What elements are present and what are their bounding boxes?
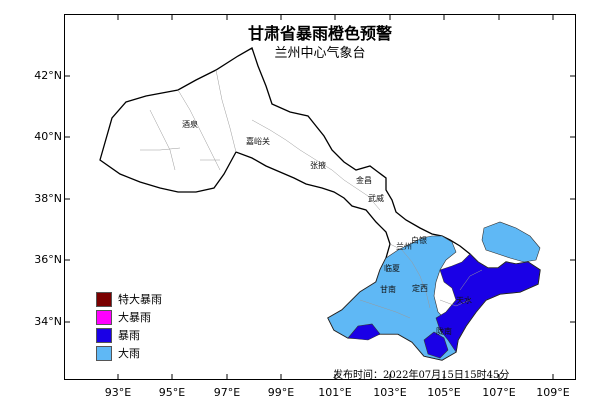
lon-label-99: 99°E xyxy=(267,386,295,399)
lat-label-36: 36°N xyxy=(34,253,62,266)
city-label-wuwei: 武威 xyxy=(368,194,384,203)
map-frame xyxy=(64,14,576,380)
heavy-rain-region-east xyxy=(481,221,541,263)
legend-swatch xyxy=(96,291,112,307)
city-label-linxia: 临夏 xyxy=(384,264,400,273)
city-label-lanzhou: 兰州 xyxy=(396,242,412,251)
lon-label-97: 97°E xyxy=(213,386,241,399)
lat-label-42: 42°N xyxy=(34,69,62,82)
legend-swatch xyxy=(96,327,112,343)
legend-label: 大暴雨 xyxy=(118,311,151,324)
issue-time: 发布时间：2022年07月15日15时45分 xyxy=(333,370,510,381)
lon-label-103: 103°E xyxy=(373,386,407,399)
county-borders xyxy=(140,69,483,319)
lon-label-109: 109°E xyxy=(536,386,570,399)
map-title: 甘肃省暴雨橙色预警 xyxy=(247,24,392,43)
city-label-baiyin: 白银 xyxy=(411,236,427,245)
lon-label-101: 101°E xyxy=(318,386,352,399)
map-subtitle: 兰州中心气象台 xyxy=(274,46,366,61)
lon-label-105: 105°E xyxy=(427,386,461,399)
city-label-longnan: 陇南 xyxy=(436,327,452,336)
legend-label: 特大暴雨 xyxy=(118,293,162,306)
legend-item-heavy-rain: 大雨 xyxy=(96,344,162,362)
lat-label-34: 34°N xyxy=(34,315,62,328)
legend-item-extreme-rainstorm: 特大暴雨 xyxy=(96,290,162,308)
city-label-dingxi: 定西 xyxy=(412,284,428,293)
lon-label-107: 107°E xyxy=(482,386,516,399)
legend-item-rainstorm: 暴雨 xyxy=(96,326,162,344)
legend: 特大暴雨 大暴雨 暴雨 大雨 xyxy=(96,290,162,362)
axis-ticks xyxy=(64,14,576,380)
city-label-zhangye: 张掖 xyxy=(310,161,326,170)
rainstorm-region-south xyxy=(435,253,541,353)
legend-label: 大雨 xyxy=(118,347,140,360)
lon-label-95: 95°E xyxy=(158,386,186,399)
lat-label-38: 38°N xyxy=(34,192,62,205)
city-label-tianshui: 天水 xyxy=(456,296,472,305)
rainstorm-region-west xyxy=(347,323,381,341)
legend-swatch xyxy=(96,309,112,325)
city-label-jinchang: 金昌 xyxy=(356,176,372,185)
lon-label-93: 93°E xyxy=(104,386,132,399)
legend-swatch xyxy=(96,345,112,361)
rainstorm-region-central xyxy=(423,331,449,359)
city-label-jiuquan: 酒泉 xyxy=(182,120,198,129)
legend-item-heavy-rainstorm: 大暴雨 xyxy=(96,308,162,326)
city-label-gannan: 甘南 xyxy=(380,285,396,294)
city-label-jiayuguan: 嘉峪关 xyxy=(246,137,270,146)
lat-label-40: 40°N xyxy=(34,130,62,143)
legend-label: 暴雨 xyxy=(118,329,140,342)
